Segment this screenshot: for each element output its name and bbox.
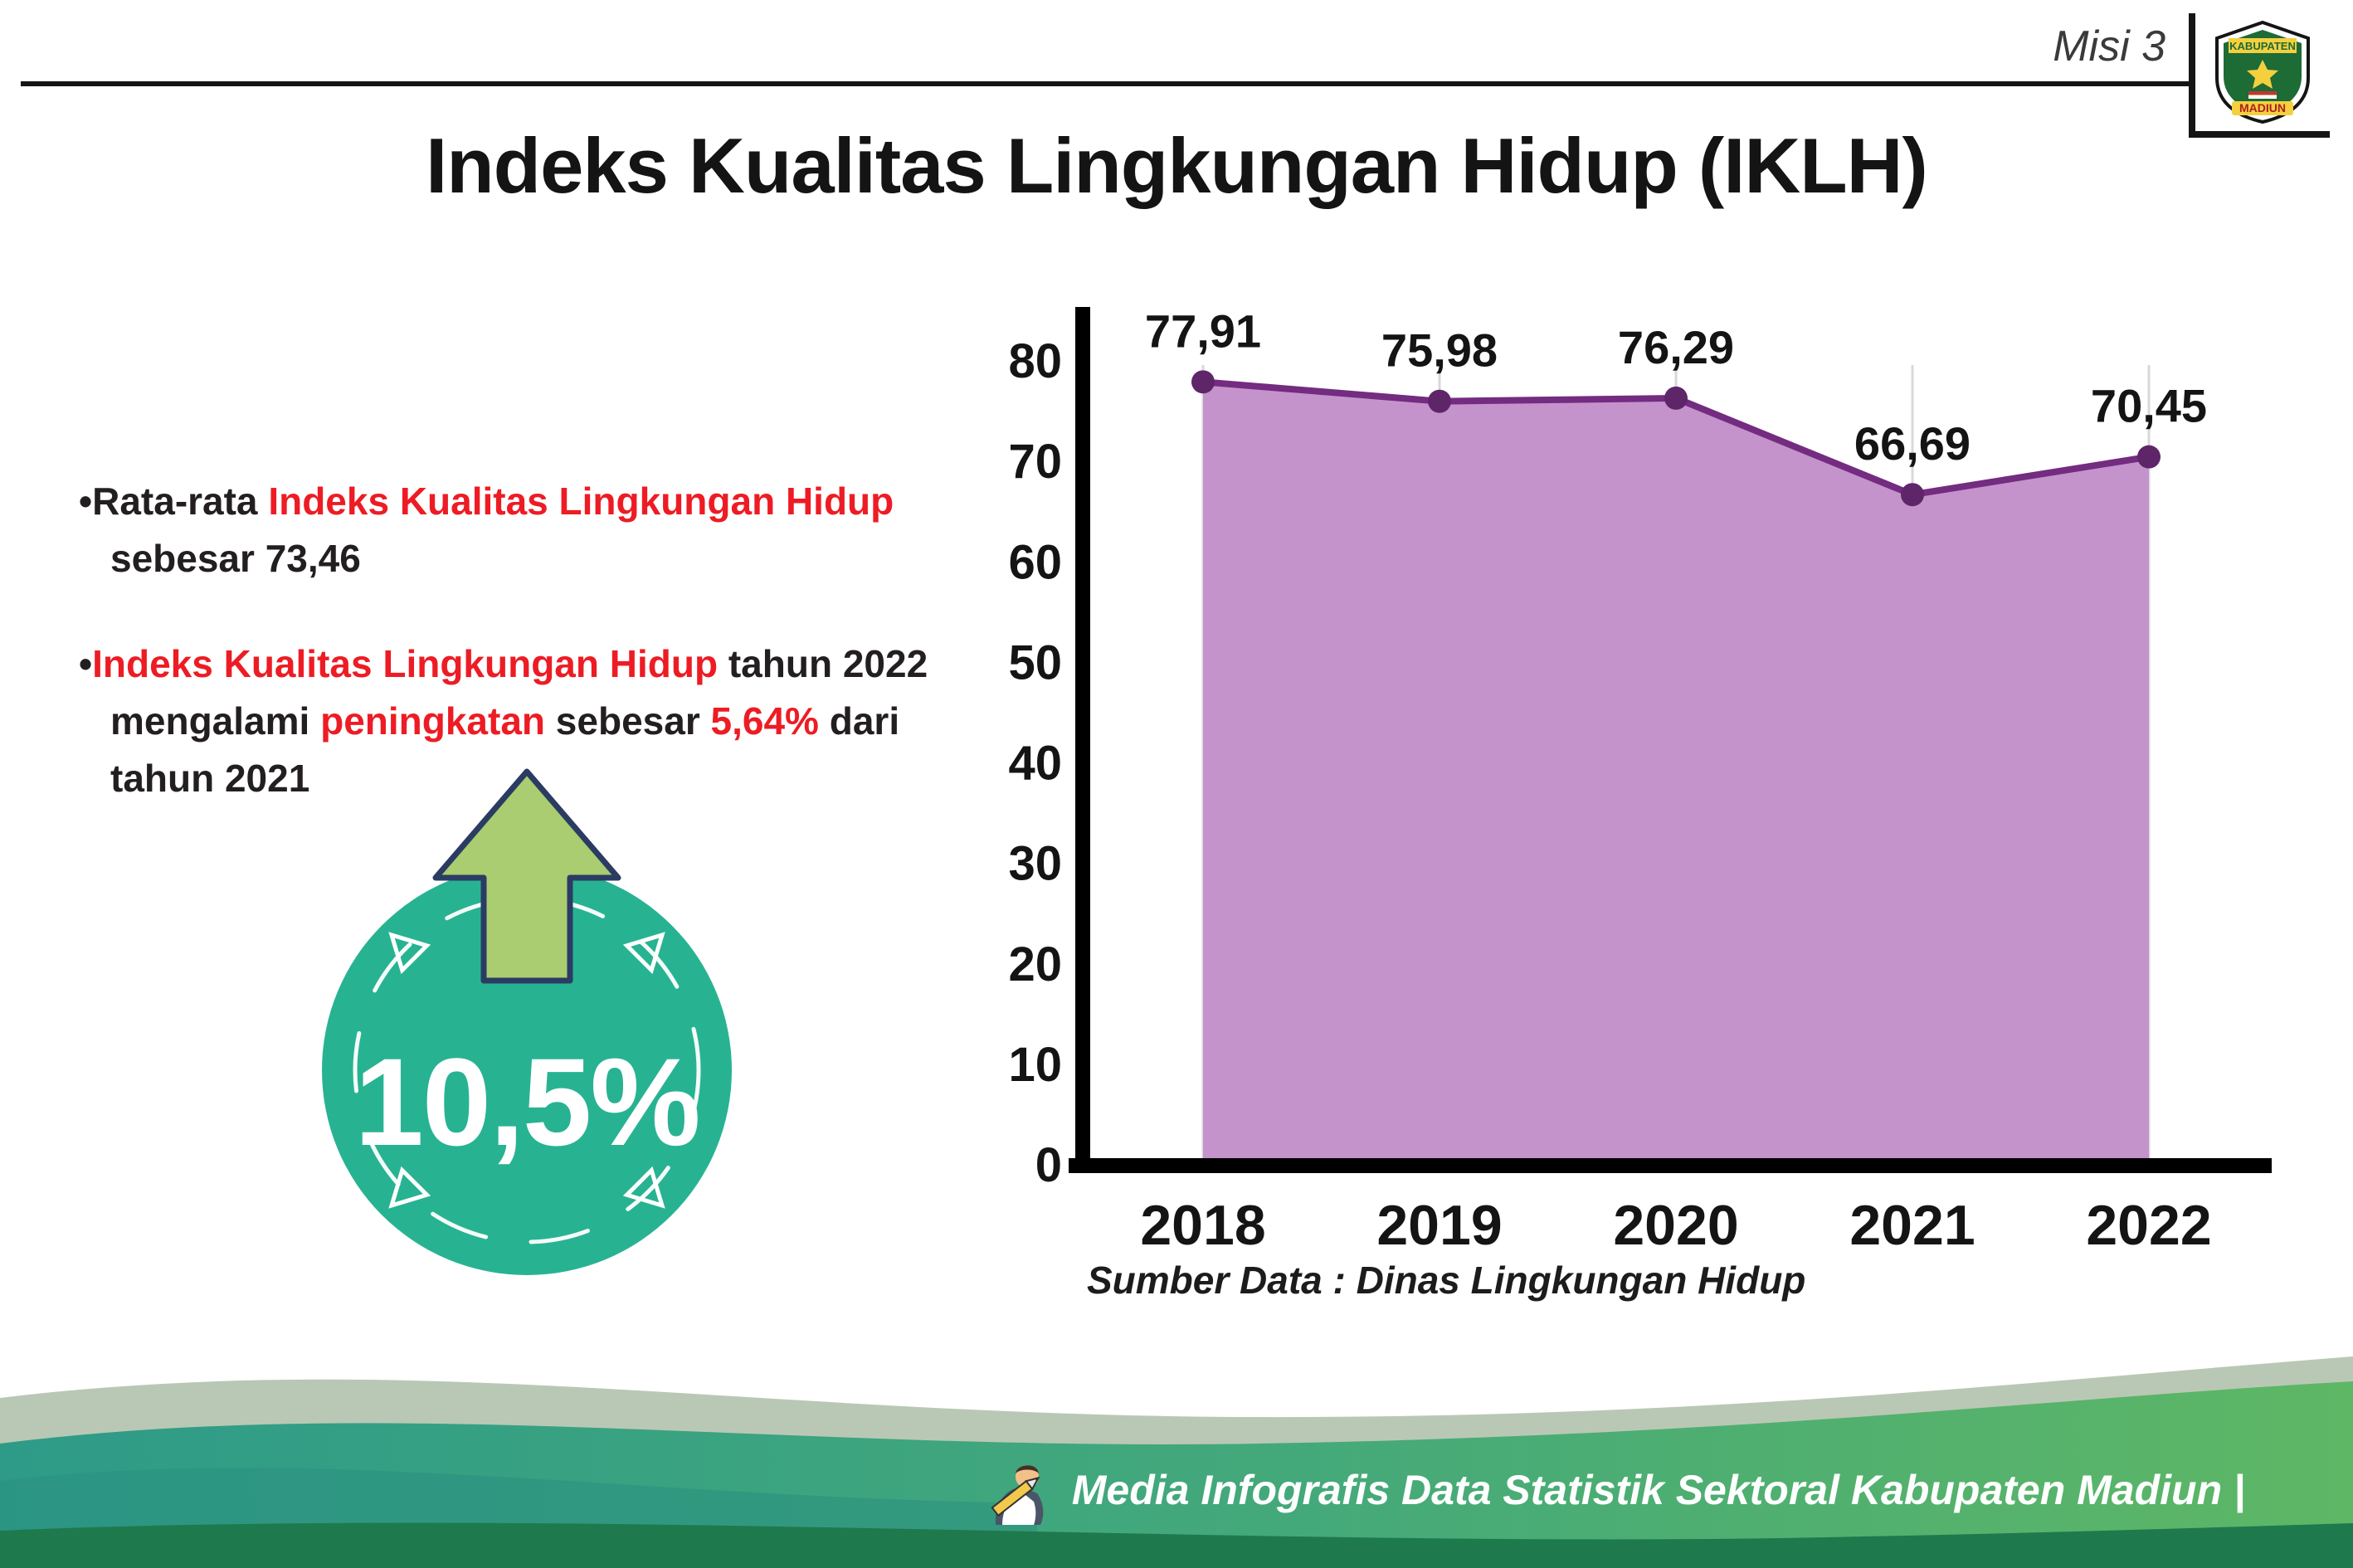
- bullet-increase-2022: •Indeks Kualitas Lingkungan Hidup tahun …: [79, 642, 928, 800]
- iklh-area-chart: 77,91 75,98 76,29 66,69 70,45 0 10 20 30 40 50 60 70…: [1008, 304, 2272, 1257]
- header-divider: [21, 81, 2189, 86]
- increase-badge: 10,5%: [322, 768, 732, 1275]
- svg-text:60: 60: [1008, 535, 1062, 589]
- svg-text:80: 80: [1008, 334, 1062, 388]
- svg-text:50: 50: [1008, 635, 1062, 689]
- footer: Media Infografis Data Statistik Sektoral…: [979, 1452, 2245, 1528]
- svg-text:2020: 2020: [1613, 1194, 1738, 1257]
- badge-dashed-ring: [353, 896, 701, 1244]
- page-title: Indeks Kualitas Lingkungan Hidup (IKLH): [426, 122, 1928, 209]
- key-points: •Rata-rata Indeks Kualitas Lingkungan Hi…: [79, 473, 975, 855]
- svg-text:2021: 2021: [1849, 1194, 1975, 1257]
- source-note: Sumber Data : Dinas Lingkungan Hidup: [1087, 1259, 1806, 1302]
- svg-text:MADIUN: MADIUN: [2239, 101, 2286, 114]
- svg-text:75,98: 75,98: [1381, 324, 1498, 377]
- svg-text:70: 70: [1008, 435, 1062, 489]
- crest-icon: KABUPATEN MADIUN: [2215, 20, 2310, 124]
- svg-text:77,91: 77,91: [1145, 304, 1261, 357]
- svg-text:10: 10: [1008, 1038, 1062, 1092]
- mascot-icon: [991, 1465, 1044, 1525]
- kabupaten-madiun-logo: KABUPATEN MADIUN: [2189, 13, 2330, 138]
- footer-text: Media Infografis Data Statistik Sektoral…: [1071, 1467, 2245, 1513]
- badge-ring-triangles: [388, 932, 665, 1209]
- bullet-average-iklh: •Rata-rata Indeks Kualitas Lingkungan Hi…: [79, 480, 894, 580]
- svg-text:0: 0: [1035, 1138, 1062, 1192]
- footer-waves: [0, 1356, 2353, 1568]
- badge-value: 10,5%: [354, 1032, 699, 1171]
- badge-circle: [322, 865, 732, 1275]
- svg-text:40: 40: [1008, 737, 1062, 791]
- svg-text:2022: 2022: [2086, 1194, 2211, 1257]
- up-arrow-icon: [432, 768, 621, 984]
- bullet-dot: •: [79, 642, 93, 685]
- svg-text:76,29: 76,29: [1618, 321, 1734, 373]
- svg-text:2019: 2019: [1376, 1194, 1502, 1257]
- svg-text:20: 20: [1008, 937, 1062, 991]
- svg-text:30: 30: [1008, 837, 1062, 891]
- svg-text:66,69: 66,69: [1854, 417, 1971, 470]
- misi-label: Misi 3: [2053, 22, 2165, 71]
- bullet-dot: •: [79, 480, 93, 523]
- svg-text:KABUPATEN: KABUPATEN: [2229, 40, 2296, 52]
- svg-text:2018: 2018: [1140, 1194, 1265, 1257]
- svg-text:70,45: 70,45: [2091, 380, 2207, 432]
